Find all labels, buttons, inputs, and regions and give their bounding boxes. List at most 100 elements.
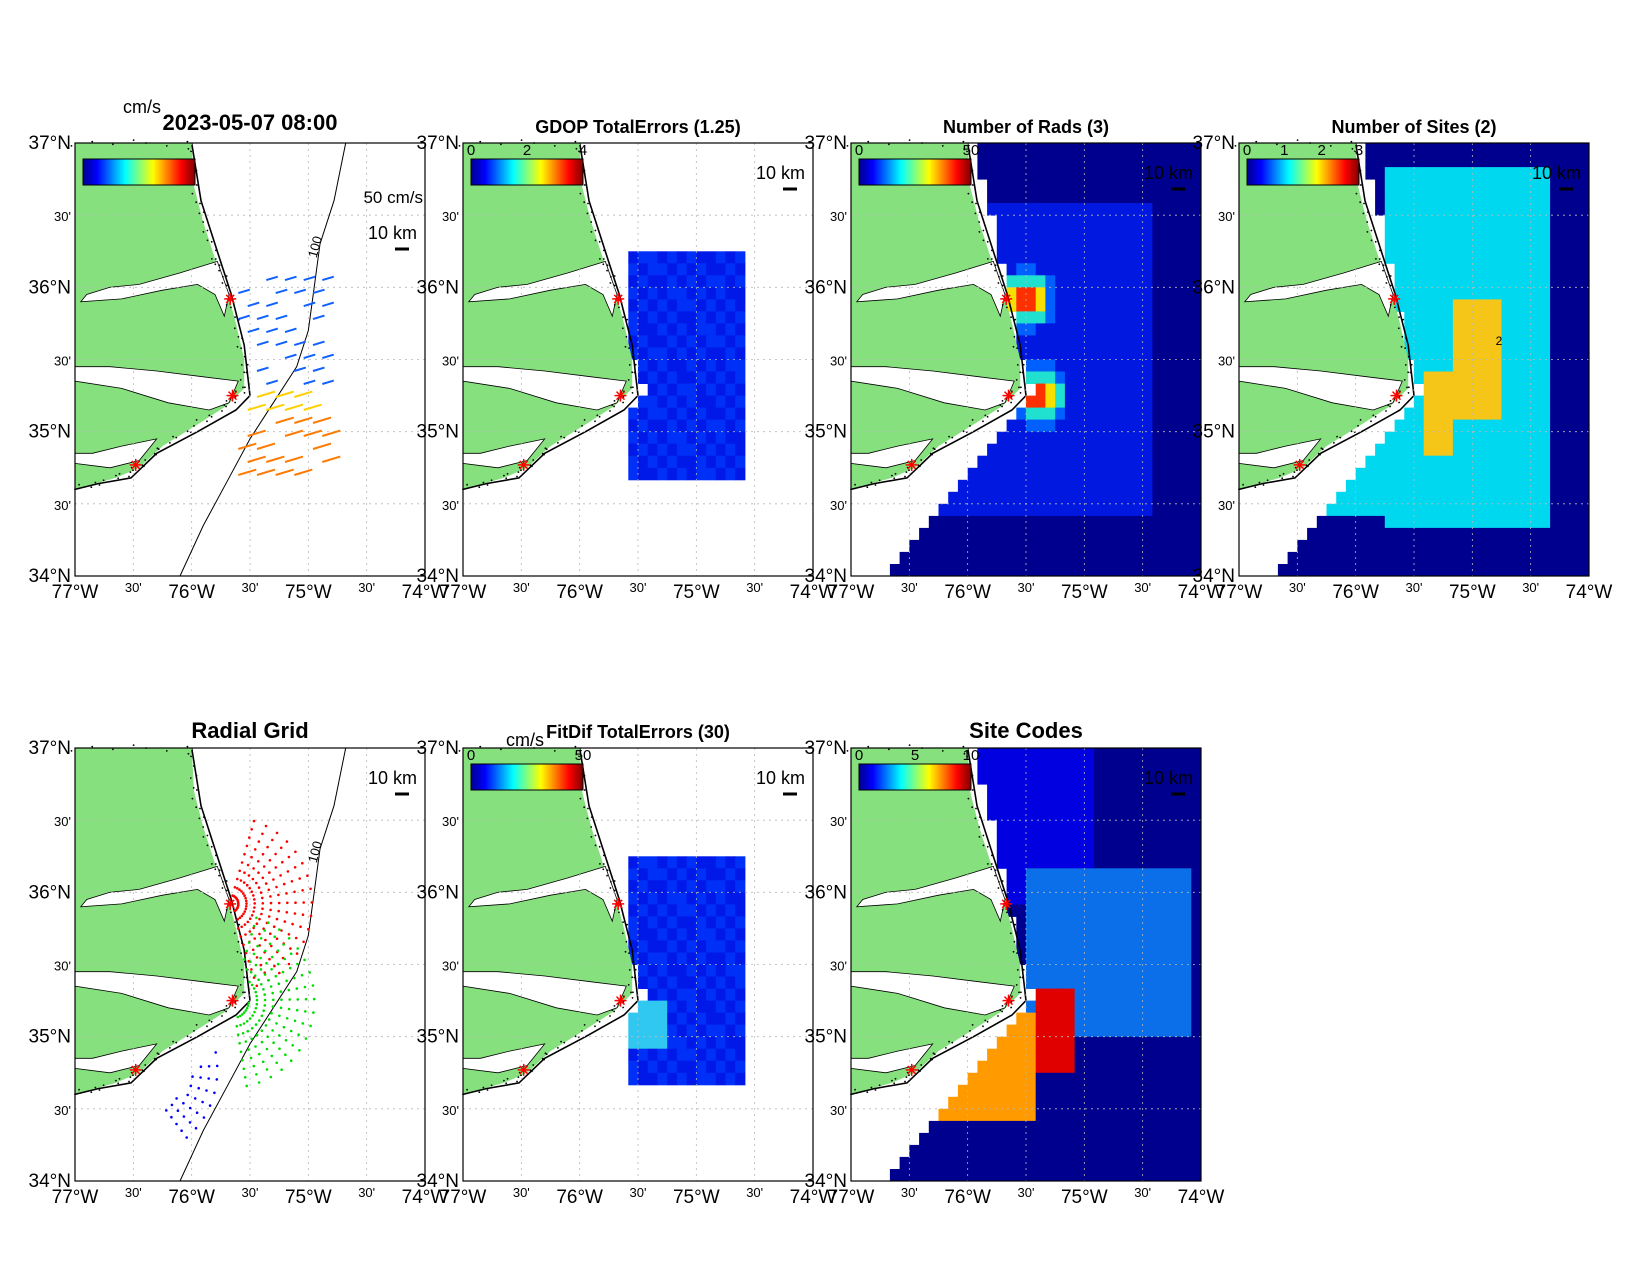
data-cell xyxy=(1123,551,1134,565)
data-cell xyxy=(1162,227,1173,240)
radial-grid-point xyxy=(255,956,259,959)
data-cell xyxy=(1171,287,1182,300)
data-cell xyxy=(657,1024,668,1038)
data-cell xyxy=(1491,395,1502,409)
coast-dot xyxy=(598,415,601,418)
data-cell xyxy=(1501,515,1512,529)
radial-grid-point xyxy=(241,1059,244,1062)
data-cell xyxy=(996,820,1007,833)
data-cell xyxy=(1336,551,1347,565)
coast-dot xyxy=(932,1052,935,1055)
data-cell xyxy=(1501,419,1512,433)
data-cell xyxy=(628,419,639,433)
data-cell xyxy=(948,503,959,517)
data-cell xyxy=(1491,431,1502,445)
data-cell xyxy=(1491,191,1502,204)
km-scale-label: 10 km xyxy=(756,768,805,788)
data-cell xyxy=(1026,904,1037,917)
data-cell xyxy=(1569,251,1580,264)
data-cell xyxy=(1006,143,1017,156)
radial-grid-point xyxy=(197,1086,200,1090)
lat-tick-label: 36°N xyxy=(1193,277,1235,298)
data-cell xyxy=(1540,311,1551,324)
lon-tick-label: 74°W xyxy=(1178,1187,1225,1208)
radial-grid-point xyxy=(244,933,247,936)
data-cell xyxy=(1006,239,1017,252)
data-cell xyxy=(1181,527,1192,541)
data-cell xyxy=(1540,191,1551,204)
data-cell xyxy=(928,1156,939,1170)
radial-grid-point xyxy=(199,1076,202,1079)
data-cell xyxy=(1511,431,1522,445)
data-cell xyxy=(1375,479,1386,493)
data-cell xyxy=(1414,251,1425,264)
lon-tick-label: 75°W xyxy=(285,582,332,603)
data-cell xyxy=(1171,916,1182,929)
current-vector xyxy=(275,314,288,321)
data-cell xyxy=(1530,263,1541,276)
data-cell xyxy=(1162,251,1173,264)
coast-dot xyxy=(987,258,989,260)
data-cell xyxy=(638,335,649,348)
data-cell xyxy=(1123,1060,1134,1074)
data-cell xyxy=(1094,323,1105,336)
data-cell xyxy=(1579,419,1590,433)
data-cell xyxy=(1026,191,1037,204)
coast-dot xyxy=(1404,364,1407,366)
radial-grid-point xyxy=(278,928,281,931)
data-cell xyxy=(1171,431,1182,445)
data-cell xyxy=(1016,443,1027,457)
data-cell xyxy=(1181,880,1192,893)
data-cell xyxy=(1152,976,1163,989)
data-cell xyxy=(1035,868,1046,881)
data-cell xyxy=(1113,868,1124,881)
data-cell xyxy=(938,551,949,565)
radial-grid-point xyxy=(269,985,273,988)
data-cell xyxy=(1423,275,1434,288)
data-cell xyxy=(1035,431,1046,445)
data-cell xyxy=(1006,203,1017,216)
data-cell xyxy=(1123,564,1134,577)
coast-dot xyxy=(633,976,636,979)
data-cell xyxy=(1026,491,1037,505)
lat-tick-label: 37°N xyxy=(1193,133,1235,154)
data-cell xyxy=(686,976,697,989)
data-cell xyxy=(1540,443,1551,457)
data-cell xyxy=(1094,1132,1105,1146)
data-cell xyxy=(676,407,688,421)
radial-grid-point xyxy=(195,1111,199,1114)
coast-dot xyxy=(195,774,198,777)
coast-dot xyxy=(237,940,240,943)
radial-grid-point xyxy=(236,1033,240,1036)
colorbar xyxy=(82,158,196,186)
coast-dot xyxy=(172,435,175,438)
coast-dot xyxy=(1403,379,1406,381)
radial-grid-point xyxy=(245,883,249,887)
data-cell xyxy=(1094,239,1105,252)
data-cell xyxy=(1404,299,1415,312)
data-cell xyxy=(1162,1144,1173,1158)
data-cell xyxy=(938,1132,949,1146)
data-cell xyxy=(1191,856,1202,869)
current-vector xyxy=(256,366,269,372)
data-cell xyxy=(1520,491,1532,505)
km-scale-label: 10 km xyxy=(368,223,417,243)
data-cell xyxy=(1152,1000,1163,1014)
data-cell xyxy=(1191,1132,1202,1146)
data-cell xyxy=(686,1048,697,1062)
data-cell xyxy=(996,227,1007,240)
axes-frame xyxy=(850,142,1202,577)
coast-dot xyxy=(246,363,249,366)
data-cell xyxy=(1162,928,1173,941)
data-cell xyxy=(1579,251,1590,264)
data-cell xyxy=(676,467,688,481)
data-cell xyxy=(1142,832,1153,845)
lat-tick-label: 30' xyxy=(830,814,847,829)
radial-grid-point xyxy=(278,1014,281,1018)
data-cell xyxy=(1530,527,1541,541)
coast-dot xyxy=(155,453,158,456)
data-cell xyxy=(1316,551,1327,565)
data-cell xyxy=(725,928,736,941)
data-cell xyxy=(1084,323,1095,336)
lon-tick-label: 75°W xyxy=(1061,582,1108,603)
